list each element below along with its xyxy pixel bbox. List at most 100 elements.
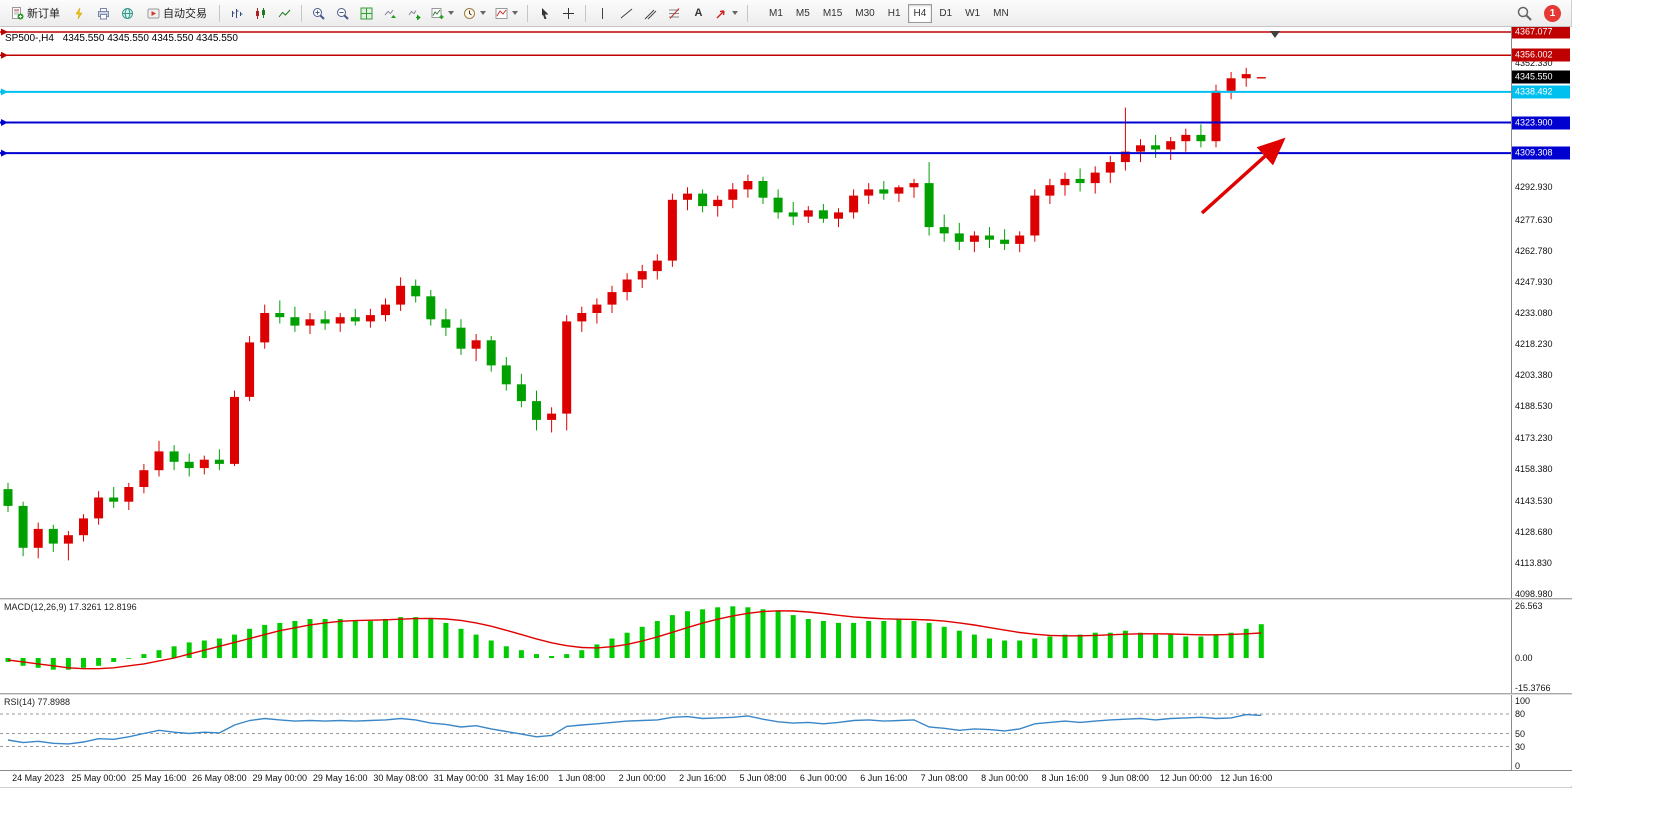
line-chart-button[interactable] <box>273 3 296 24</box>
channel-button[interactable] <box>639 3 662 24</box>
indicators-icon <box>495 7 508 19</box>
timeframe-h1[interactable]: H1 <box>882 4 907 23</box>
candlestick-chart-button[interactable] <box>249 3 272 24</box>
time-label: 30 May 08:00 <box>373 773 428 783</box>
candlestick-chart-icon <box>256 7 265 19</box>
equidistant-channel-icon <box>644 9 657 19</box>
new-order-button[interactable]: 新订单 <box>4 3 67 24</box>
timeframe-h4[interactable]: H4 <box>907 3 933 23</box>
price-tick: 4218.230 <box>1515 339 1553 349</box>
timeframe-w1[interactable]: W1 <box>959 4 986 23</box>
panel-splitter[interactable] <box>0 693 1572 695</box>
time-label: 25 May 16:00 <box>131 773 187 783</box>
time-label: 5 Jun 08:00 <box>739 773 787 783</box>
price-axis[interactable]: 4352.3304337.4804322.6304307.7804292.930… <box>1511 27 1572 598</box>
price-tick: 4158.380 <box>1515 464 1553 475</box>
algo-trading-label: 自动交易 <box>163 8 207 20</box>
printer-button[interactable] <box>92 3 115 24</box>
mt5-window: 新订单 自动交易 <box>0 0 1572 788</box>
macd-axis[interactable]: 26.563 0.00 -15.3766 <box>1511 600 1572 693</box>
notification-badge[interactable]: 1 <box>1544 5 1561 22</box>
timeframe-m1[interactable]: M1 <box>763 4 789 23</box>
new-chart-button[interactable] <box>427 3 458 24</box>
arrows-button[interactable] <box>711 3 742 24</box>
toolbar: 新订单 自动交易 <box>0 0 1571 27</box>
crosshair-button[interactable] <box>557 3 580 24</box>
auto-scroll-button[interactable] <box>379 3 402 24</box>
main-chart-plot[interactable] <box>0 27 1511 598</box>
macd-scale-label: 26.563 <box>1515 601 1543 612</box>
price-line-label: 4338.492 <box>1512 85 1570 99</box>
new-chart-icon <box>431 7 444 19</box>
timeframe-mn[interactable]: MN <box>987 4 1015 23</box>
zoom-out-button[interactable] <box>331 3 354 24</box>
rsi-label: RSI(14) 77.8988 <box>4 697 71 707</box>
printer-icon <box>98 7 109 19</box>
indicators-button[interactable] <box>491 3 522 24</box>
ohlc-values: 4345.550 4345.550 4345.550 4345.550 <box>62 33 238 44</box>
toolbar-separator <box>301 4 302 22</box>
rsi-scale-label: 0 <box>1515 761 1521 770</box>
time-label: 12 Jun 16:00 <box>1220 773 1273 783</box>
chart-shift-button[interactable] <box>403 3 426 24</box>
timeframe-m5[interactable]: M5 <box>790 4 816 23</box>
time-label: 9 Jun 08:00 <box>1101 773 1149 783</box>
clock-icon <box>464 7 475 19</box>
time-label: 1 Jun 08:00 <box>558 773 606 783</box>
price-tick: 4173.230 <box>1515 433 1553 444</box>
rsi-plot[interactable] <box>0 695 1511 770</box>
toolbar-right: 1 <box>1517 0 1561 27</box>
price-tick: 4143.530 <box>1515 495 1553 506</box>
time-label: 26 May 08:00 <box>192 773 247 783</box>
fibonacci-icon <box>669 7 680 19</box>
price-line-label: 4356.002 <box>1512 48 1570 62</box>
search-icon[interactable] <box>1517 6 1532 21</box>
main-chart-panel: SP500-,H4 4345.550 4345.550 4345.550 434… <box>0 27 1572 598</box>
lightning-button[interactable] <box>68 3 91 24</box>
time-label: 12 Jun 00:00 <box>1159 773 1212 783</box>
auto-scroll-icon <box>384 9 396 18</box>
fibonacci-button[interactable] <box>663 3 686 24</box>
text-tool-icon: A <box>694 6 703 19</box>
algo-trading-button[interactable]: 自动交易 <box>140 3 214 24</box>
new-order-icon <box>12 6 24 19</box>
price-line-label: 4367.077 <box>1512 27 1570 39</box>
price-tick: 4262.780 <box>1515 245 1553 256</box>
price-line-label: 4309.308 <box>1512 146 1570 160</box>
timeframe-group: M1 M5 M15 M30 H1 H4 D1 W1 MN <box>763 3 1015 23</box>
panel-splitter[interactable] <box>0 598 1572 600</box>
chevron-down-icon <box>448 11 454 15</box>
vertical-line-button[interactable] <box>591 3 614 24</box>
vertical-line-icon <box>602 7 603 19</box>
time-label: 6 Jun 00:00 <box>799 773 847 783</box>
price-tick: 4203.380 <box>1515 370 1553 381</box>
bar-chart-button[interactable] <box>225 3 248 24</box>
trendline-button[interactable] <box>615 3 638 24</box>
symbol-period-label: SP500-,H4 <box>5 33 54 44</box>
zoom-in-button[interactable] <box>307 3 330 24</box>
price-tick: 4188.530 <box>1515 401 1553 412</box>
timeframe-m15[interactable]: M15 <box>817 4 848 23</box>
cursor-button[interactable] <box>533 3 556 24</box>
globe-button[interactable] <box>116 3 139 24</box>
toolbar-separator <box>219 4 220 22</box>
time-axis[interactable]: 24 May 2023 25 May 00:00 25 May 16:00 26 Ma… <box>0 770 1572 786</box>
price-line-label: 4323.900 <box>1512 116 1570 129</box>
price-tick: 4292.930 <box>1515 182 1553 193</box>
macd-plot[interactable] <box>0 600 1511 693</box>
timeframe-m30[interactable]: M30 <box>849 4 880 23</box>
time-label: 24 May 2023 <box>12 773 65 783</box>
time-label: 7 Jun 08:00 <box>920 773 968 783</box>
chart-shift-icon <box>408 9 421 20</box>
text-button[interactable]: A <box>687 3 710 24</box>
rsi-axis[interactable]: 100 80 50 30 0 <box>1511 695 1572 770</box>
price-tick: 4113.830 <box>1515 557 1552 568</box>
tile-windows-button[interactable] <box>355 3 378 24</box>
chevron-down-icon <box>512 11 518 15</box>
zoom-out-icon <box>337 7 349 20</box>
period-button[interactable] <box>459 3 490 24</box>
algo-trading-icon <box>147 8 160 18</box>
toolbar-separator <box>585 4 586 22</box>
timeframe-d1[interactable]: D1 <box>933 4 958 23</box>
cursor-icon <box>542 7 549 19</box>
